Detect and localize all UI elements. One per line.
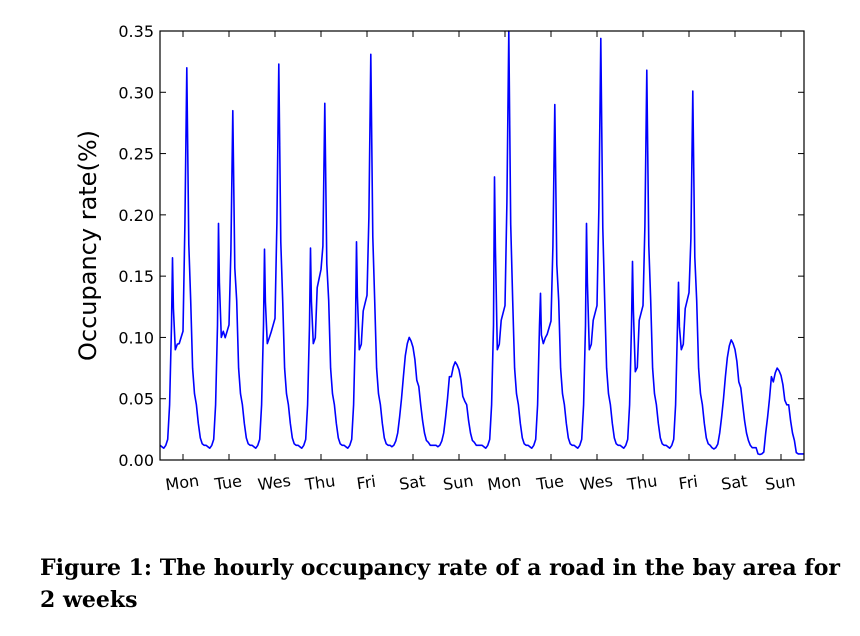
x-tick-label: Tue	[534, 471, 565, 494]
y-tick-label: 0.05	[118, 390, 154, 409]
y-tick-label: 0.15	[118, 267, 154, 286]
x-tick-label: Sun	[442, 471, 475, 494]
x-tick-label: Sat	[720, 471, 749, 493]
x-tick-label: Mon	[164, 471, 200, 495]
y-tick-label: 0.35	[118, 22, 154, 41]
y-axis-ticks: 0.00 0.05 0.10 0.15 0.20 0.25 0.30 0.35	[118, 22, 804, 470]
y-tick-label: 0.20	[118, 206, 154, 225]
occupancy-line-chart: 0.00 0.05 0.10 0.15 0.20 0.25 0.30 0.35 Mon Tue W…	[74, 22, 805, 495]
y-tick-label: 0.00	[118, 451, 154, 470]
y-axis-label: Occupancy rate(%)	[74, 130, 102, 361]
x-tick-label: Fri	[677, 472, 699, 493]
x-tick-label: Sat	[398, 471, 427, 493]
plot-frame	[159, 30, 805, 461]
x-tick-label: Tue	[212, 471, 243, 494]
y-tick-label: 0.10	[118, 328, 154, 347]
x-tick-label: Thu	[625, 471, 658, 494]
x-tick-label: Wes	[257, 471, 292, 494]
x-tick-label: Sun	[764, 471, 797, 494]
x-axis-ticks: Mon Tue Wes Thu Fri Sat Sun Mon Tue Wes Thu Fri Sat S…	[164, 31, 797, 495]
x-tick-label: Wes	[579, 471, 614, 494]
y-tick-label: 0.30	[118, 83, 154, 102]
occupancy-series-line	[159, 30, 804, 456]
x-tick-label: Fri	[355, 472, 377, 493]
y-tick-label: 0.25	[118, 145, 154, 164]
figure-caption: Figure 1: The hourly occupancy rate of a…	[40, 555, 841, 613]
x-tick-label: Mon	[486, 471, 522, 495]
x-tick-label: Thu	[303, 471, 336, 494]
